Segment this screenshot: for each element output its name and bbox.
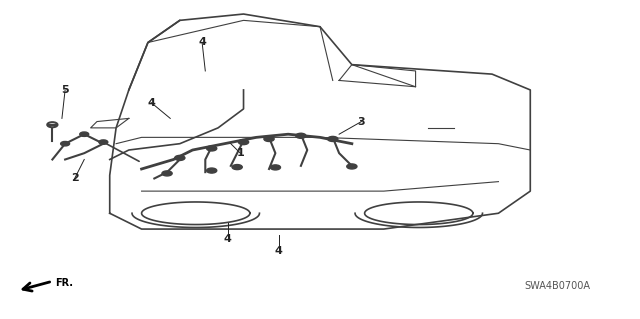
Text: 4: 4 <box>198 38 206 48</box>
Circle shape <box>207 168 217 173</box>
Text: FR.: FR. <box>56 278 74 288</box>
Text: 4: 4 <box>223 234 232 243</box>
Text: 2: 2 <box>71 174 79 183</box>
Circle shape <box>99 140 108 144</box>
Circle shape <box>175 155 185 160</box>
Text: 1: 1 <box>236 148 244 158</box>
Text: SWA4B0700A: SWA4B0700A <box>524 281 590 291</box>
Circle shape <box>80 132 89 137</box>
Circle shape <box>162 171 172 176</box>
Circle shape <box>347 164 357 169</box>
Circle shape <box>239 140 248 145</box>
Circle shape <box>232 165 243 170</box>
Circle shape <box>61 141 70 146</box>
Text: 4: 4 <box>275 246 282 256</box>
Text: 4: 4 <box>147 98 155 108</box>
Circle shape <box>296 133 306 138</box>
Text: 3: 3 <box>358 116 365 127</box>
Circle shape <box>270 165 280 170</box>
Circle shape <box>328 137 338 141</box>
Circle shape <box>207 146 217 151</box>
Text: 5: 5 <box>61 85 69 95</box>
Circle shape <box>264 137 274 141</box>
